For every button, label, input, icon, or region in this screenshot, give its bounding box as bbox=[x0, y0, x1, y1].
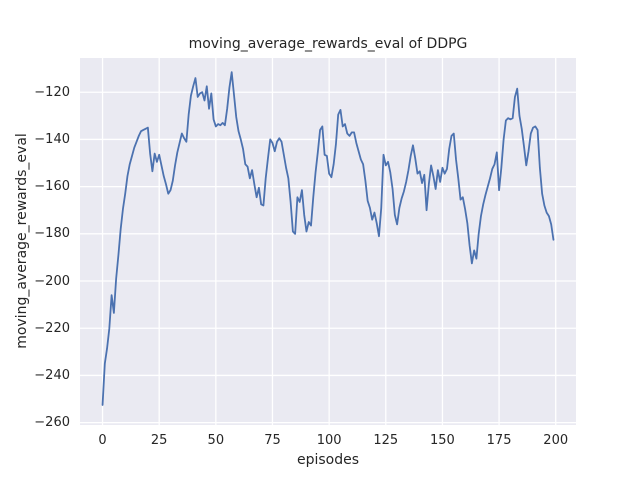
x-tick-label: 25 bbox=[150, 433, 168, 448]
x-tick-label: 0 bbox=[98, 433, 107, 448]
x-tick-label: 75 bbox=[264, 433, 281, 448]
plot-area bbox=[80, 58, 576, 425]
y-tick-label: −220 bbox=[34, 320, 70, 336]
x-axis-label: episodes bbox=[296, 452, 360, 468]
x-tick-label: 125 bbox=[373, 433, 399, 448]
x-tick-label: 100 bbox=[316, 433, 342, 448]
y-tick-label: −260 bbox=[34, 415, 70, 431]
x-tick-label: 50 bbox=[207, 433, 225, 448]
y-tick-label: −120 bbox=[34, 84, 70, 100]
y-tick-label: −200 bbox=[34, 273, 70, 289]
x-tick-label: 175 bbox=[486, 433, 512, 448]
y-tick-label: −140 bbox=[34, 131, 70, 147]
data-line-series bbox=[101, 71, 555, 406]
chart-title: moving_average_rewards_eval of DDPG bbox=[188, 36, 468, 52]
x-tick-label: 150 bbox=[430, 433, 455, 448]
x-tick-label: 200 bbox=[543, 433, 569, 448]
y-tick-label: −240 bbox=[34, 367, 70, 383]
y-tick-label: −180 bbox=[34, 226, 70, 242]
y-tick-label: −160 bbox=[34, 179, 70, 195]
